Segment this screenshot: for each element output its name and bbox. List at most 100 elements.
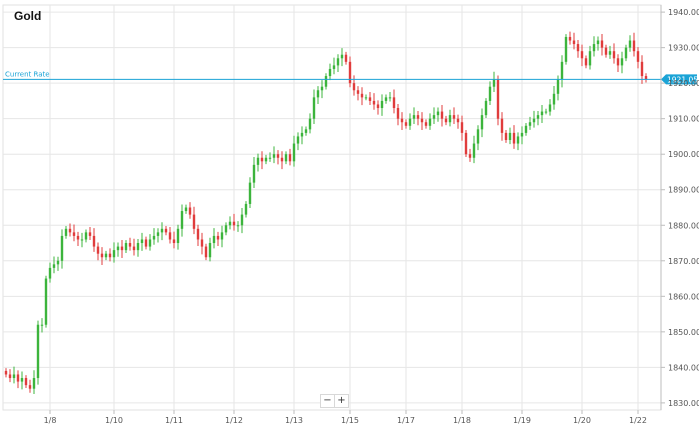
candle-body <box>404 122 408 126</box>
candle-body <box>636 51 640 62</box>
candle-body <box>140 239 144 244</box>
candle-body <box>456 118 460 123</box>
candle-body <box>72 232 76 236</box>
x-tick-label: 1/12 <box>225 416 243 425</box>
candle-body <box>220 232 224 240</box>
candle-body <box>544 111 548 113</box>
candle-body <box>284 154 288 162</box>
candle-body <box>520 132 524 137</box>
candle-body <box>440 111 444 119</box>
candle-body <box>592 44 596 52</box>
candle-body <box>596 40 600 45</box>
y-tick-label: 1860.00 <box>668 292 699 301</box>
candle-body <box>492 79 496 87</box>
y-tick-label: 1870.00 <box>668 257 699 266</box>
zoom-out-button[interactable]: − <box>320 394 335 408</box>
candle-body <box>604 47 608 55</box>
candle-body <box>376 104 380 109</box>
candle-body <box>624 47 628 59</box>
x-tick-label: 1/15 <box>341 416 359 425</box>
chart-grid <box>2 4 662 411</box>
candle-body <box>32 378 36 389</box>
candle-body <box>640 61 644 77</box>
candle-body <box>252 164 256 183</box>
candle-body <box>100 253 104 258</box>
candle-body <box>452 115 456 119</box>
y-tick-label: 1830.00 <box>668 399 699 408</box>
candle-body <box>276 154 280 158</box>
zoom-in-button[interactable]: + <box>334 394 349 408</box>
candle-body <box>24 378 28 386</box>
candle-body <box>260 157 264 162</box>
candle-body <box>464 132 468 155</box>
candle-body <box>584 58 588 66</box>
candle-body <box>536 115 540 119</box>
candle-body <box>244 203 248 215</box>
candle-body <box>428 118 432 126</box>
candle-body <box>192 214 196 229</box>
candle-body <box>332 65 336 69</box>
candle-body <box>424 122 428 126</box>
candle-body <box>408 118 412 126</box>
candle-body <box>184 207 188 212</box>
candle-body <box>108 253 112 258</box>
candle-body <box>68 228 72 233</box>
candle-body <box>228 221 232 226</box>
candle-body <box>476 129 480 144</box>
candle-body <box>528 122 532 126</box>
candle-body <box>576 44 580 52</box>
candle-body <box>608 51 612 55</box>
x-tick-label: 1/10 <box>105 416 123 425</box>
candle-body <box>504 132 508 140</box>
candle-body <box>128 243 132 247</box>
candle-body <box>580 51 584 59</box>
x-tick-label: 1/20 <box>573 416 591 425</box>
y-tick-label: 1940.00 <box>668 8 699 17</box>
candle-body <box>324 76 328 87</box>
candle-body <box>444 118 448 123</box>
x-tick-label: 1/8 <box>44 416 57 425</box>
candle-body <box>388 97 392 99</box>
candle-body <box>308 118 312 130</box>
candle-body <box>240 214 244 226</box>
candle-body <box>4 370 8 375</box>
chart-title: Gold <box>14 9 41 23</box>
candle-body <box>196 228 200 240</box>
x-tick-label: 1/22 <box>629 416 647 425</box>
candle-body <box>160 228 164 233</box>
candle-body <box>256 157 260 165</box>
candle-body <box>496 79 500 119</box>
candle-body <box>272 154 276 158</box>
candle-body <box>60 235 64 261</box>
x-tick-label: 1/19 <box>513 416 531 425</box>
candle-body <box>224 225 228 233</box>
candle-body <box>396 108 400 119</box>
candle-body <box>16 374 20 382</box>
candle-body <box>552 93 556 105</box>
candle-body <box>516 136 520 144</box>
candle-body <box>152 235 156 240</box>
candle-body <box>232 221 236 226</box>
candle-body <box>468 154 472 158</box>
candle-body <box>264 157 268 162</box>
chart-axes: 1830.00 1840.00 1850.00 1860.00 1870.00 1880.… <box>44 5 699 425</box>
candle-body <box>28 385 32 389</box>
candle-body <box>136 243 140 251</box>
candle-body <box>156 232 160 236</box>
candle-body <box>500 118 504 133</box>
candle-body <box>568 36 572 41</box>
candle-body <box>180 211 184 229</box>
candle-body <box>644 76 648 80</box>
current-rate-badge <box>661 74 697 85</box>
candle-body <box>44 278 48 325</box>
candle-body <box>380 100 384 109</box>
candle-body <box>340 54 344 59</box>
candle-body <box>124 243 128 251</box>
candle-body <box>104 253 108 258</box>
candle-body <box>204 246 208 258</box>
current-rate-label: Current Rate <box>5 70 50 78</box>
candle-body <box>320 86 324 91</box>
candle-body <box>632 40 636 52</box>
candle-body <box>532 118 536 123</box>
